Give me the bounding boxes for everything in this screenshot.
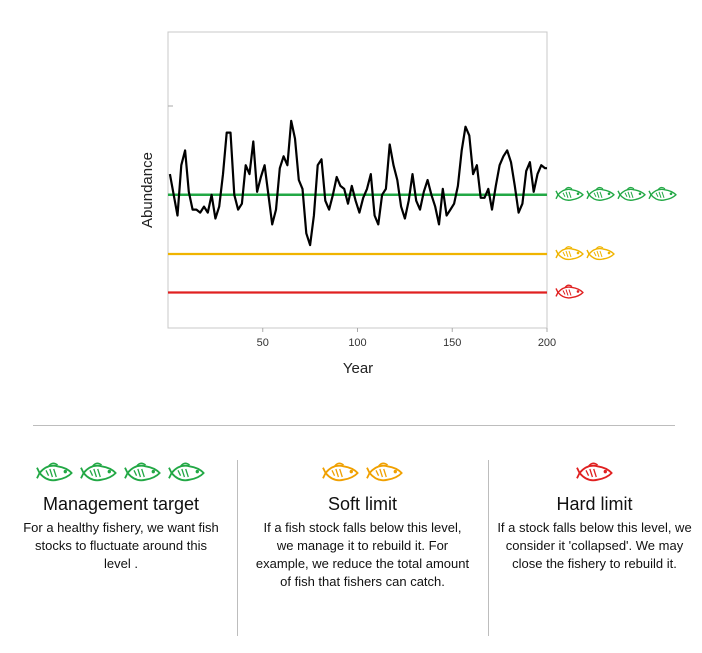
fish-icon [36,462,73,482]
fish-icon [555,186,584,201]
fish-icon [365,462,403,482]
panel-text: For a healthy fishery, we want fish stoc… [23,520,219,571]
plot-area [167,31,548,329]
fish-icon [168,462,205,482]
plot-frame [167,31,548,329]
x-axis-label: Year [343,360,373,377]
fish-icon [321,462,359,482]
section-divider [33,425,675,426]
y-axis-label: Abundance [139,152,156,228]
fish-icon [575,462,613,482]
x-tick-label: 150 [443,337,461,349]
fish-row [255,456,470,490]
x-tick-label: 100 [348,337,366,349]
panel-hard-limit: Hard limit If a stock falls below this l… [497,456,692,573]
chart-marks: 50 100 150 200 [168,119,677,349]
fish-icon [168,462,205,482]
x-tick-label: 200 [538,337,556,349]
fish-icon [80,462,117,482]
panel-text: If a stock falls below this level, we co… [497,520,692,571]
abundance-chart: Year Abundance 50 100 150 200 [139,31,677,377]
fish-icon [586,186,615,201]
x-tick-label: 50 [257,337,269,349]
fish-icon [124,462,161,482]
fish-icon [575,462,613,482]
panel-divider-2 [488,460,489,636]
fish-icon [124,462,161,482]
fish-icon [586,246,615,261]
fish-icon [555,246,584,261]
fish-row [22,456,220,490]
fish-icon [80,462,117,482]
fish-row [497,456,692,490]
panel-text: If a fish stock falls below this level, … [255,520,470,589]
fish-icon [555,284,584,299]
fish-icon [648,186,677,201]
fish-icon [321,462,359,482]
fish-icon [365,462,403,482]
panel-soft-limit: Soft limit If a fish stock falls below t… [255,456,470,591]
abundance-series-line [168,119,547,247]
panel-management-target: Management target For a healthy fishery,… [22,456,220,573]
fish-icon [36,462,73,482]
panel-divider-1 [237,460,238,636]
panel-title: Soft limit [327,494,397,514]
fish-icon [617,186,646,201]
panel-title: Management target [42,494,200,514]
panel-title: Hard limit [556,494,633,514]
